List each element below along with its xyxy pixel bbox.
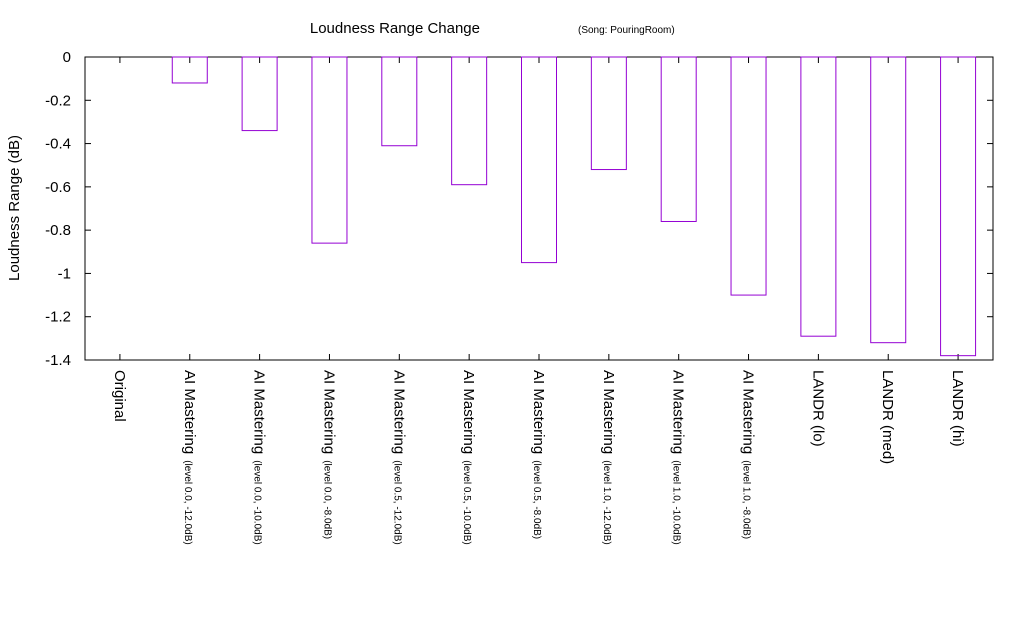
- y-axis-label: Loudness Range (dB): [6, 135, 23, 281]
- bar: [730, 56, 767, 296]
- x-tick-label: AI Mastering(level 0.0, -8.0dB): [320, 370, 337, 539]
- x-tick-label: LANDR (lo): [809, 370, 826, 447]
- bar: [870, 56, 907, 344]
- bar: [660, 56, 697, 222]
- x-tick-label: Original: [111, 370, 128, 422]
- x-tick-label: AI Mastering(level 1.0, -10.0dB): [670, 370, 687, 545]
- bar: [171, 56, 208, 84]
- y-tick-label: -1.2: [45, 309, 71, 326]
- y-tick-label: -0.4: [45, 136, 71, 153]
- x-tick-label: AI Mastering(level 0.5, -8.0dB): [530, 370, 547, 539]
- bar: [241, 56, 278, 132]
- y-tick-label: -0.2: [45, 92, 71, 109]
- x-tick-label: AI Mastering(level 0.0, -12.0dB): [181, 370, 198, 545]
- x-tick-label: AI Mastering(level 0.5, -10.0dB): [460, 370, 477, 545]
- x-tick-label: LANDR (hi): [949, 370, 966, 447]
- bar: [381, 56, 418, 147]
- chart-title: Loudness Range Change: [310, 20, 480, 37]
- bar: [800, 56, 837, 337]
- plot-area: 0 -0.2 -0.4 -0.6 -0.8 -1 -1.2 -1.4 Original AI Ma…: [45, 49, 994, 545]
- y-tick-label: 0: [63, 49, 71, 66]
- x-tick-label: AI Mastering(level 0.0, -10.0dB): [251, 370, 268, 545]
- y-tick-label: -0.6: [45, 179, 71, 196]
- bar: [451, 56, 488, 186]
- bar: [311, 56, 348, 244]
- x-tick-label: LANDR (med): [879, 370, 896, 464]
- y-tick-label: -1: [58, 265, 71, 282]
- chart-subtitle: (Song: PouringRoom): [578, 25, 675, 36]
- y-tick-label: -1.4: [45, 352, 71, 369]
- bar: [590, 56, 627, 171]
- x-tick-label: AI Mastering(level 1.0, -8.0dB): [740, 370, 757, 539]
- x-tick-label: AI Mastering(level 1.0, -12.0dB): [600, 370, 617, 545]
- y-tick-label: -0.8: [45, 222, 71, 239]
- plot-frame: [84, 56, 994, 361]
- bar: [940, 56, 977, 357]
- bar: [521, 56, 557, 264]
- x-tick-label: AI Mastering(level 0.5, -12.0dB): [390, 370, 407, 545]
